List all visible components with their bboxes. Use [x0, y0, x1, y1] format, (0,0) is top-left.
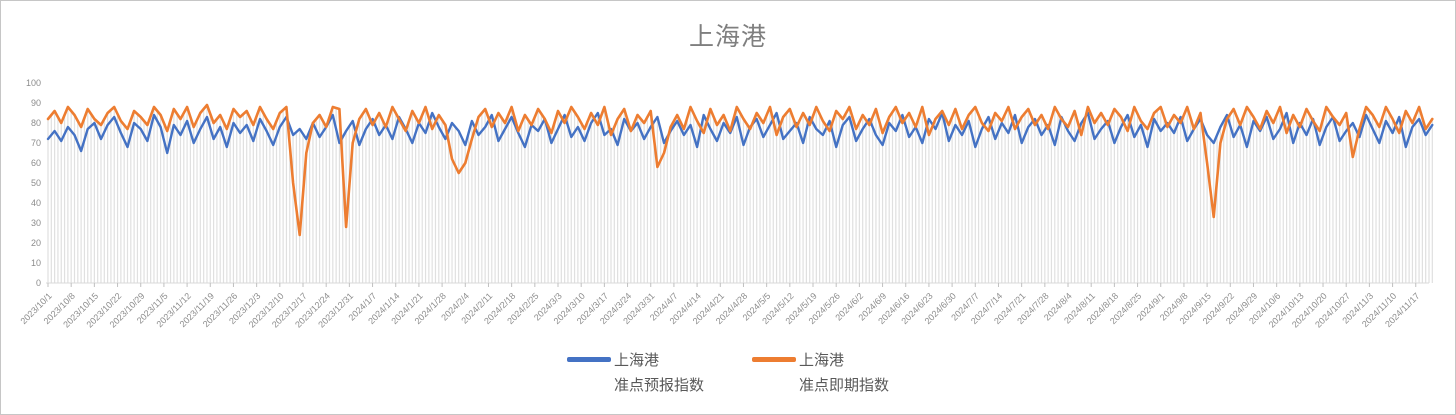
y-axis-tick-label: 30	[31, 218, 41, 228]
spot-index-line[interactable]	[46, 103, 1434, 237]
legend-label-line2: 准点预报指数	[613, 377, 704, 394]
y-axis-labels: 0 10 20 30 40 50 60 70 80 90 100	[26, 78, 41, 288]
x-axis-labels: 2023/10/12023/10/82023/10/152023/10/2220…	[18, 291, 1421, 330]
legend-swatch-forecast-line	[566, 357, 611, 362]
legend-label-line1: 上海港	[799, 352, 845, 369]
legend-entry-spot-index[interactable]: 上海港 准点即期指数	[752, 348, 889, 398]
y-axis-tick-label: 40	[31, 198, 41, 208]
legend-label-line1: 上海港	[613, 352, 659, 369]
y-axis-tick-label: 70	[31, 138, 41, 148]
legend-swatch-spot-line	[752, 357, 796, 362]
y-axis-tick-label: 100	[26, 78, 41, 88]
drop-lines	[47, 105, 1433, 283]
x-axis-ticks	[47, 283, 1417, 287]
chart-title[interactable]: 上海港	[688, 23, 767, 51]
y-axis-tick-label: 10	[31, 258, 41, 268]
y-axis-tick-label: 0	[36, 278, 41, 288]
y-axis-tick-label: 90	[31, 98, 41, 108]
legend: 上海港 准点预报指数 上海港 准点即期指数	[1, 348, 1455, 398]
y-axis-tick-label: 60	[31, 158, 41, 168]
legend-label-line2: 准点即期指数	[799, 377, 890, 394]
y-axis-tick-label: 50	[31, 178, 41, 188]
y-axis-tick-label: 80	[31, 118, 41, 128]
y-axis-tick-label: 20	[31, 238, 41, 248]
legend-entry-forecast-index[interactable]: 上海港 准点预报指数	[566, 348, 704, 398]
